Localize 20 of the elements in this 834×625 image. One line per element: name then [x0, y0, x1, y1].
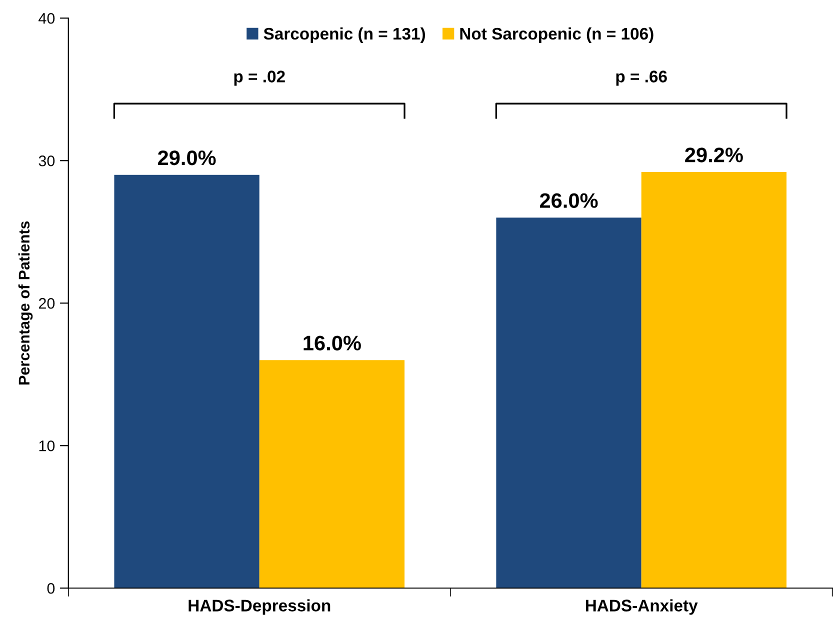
data-label: 29.2% — [685, 148, 743, 162]
data-label: 16.0% — [304, 336, 361, 350]
y-tick-label: 10 — [39, 440, 55, 452]
legend-label: Sarcopenic (n = 131) — [264, 27, 426, 43]
y-tick-label: 0 — [47, 582, 55, 594]
legend-label: Not Sarcopenic (n = 106) — [460, 27, 654, 43]
y-tick-label: 30 — [38, 155, 55, 166]
y-tick-label: 20 — [38, 298, 55, 309]
data-label: 29.0% — [158, 150, 216, 166]
bar — [496, 218, 642, 588]
annotation: p = .02 — [234, 70, 285, 86]
y-axis-title: Percentage of Patients — [18, 221, 33, 384]
x-tick-label: HADS-Anxiety — [586, 599, 698, 615]
x-tick-label: HADS-Depression — [188, 599, 330, 615]
bar — [259, 360, 405, 588]
data-label: 26.0% — [540, 193, 598, 208]
annotation: p = .66 — [616, 70, 667, 86]
y-tick-label: 40 — [38, 12, 55, 24]
bar — [641, 172, 786, 588]
bar — [114, 174, 260, 588]
